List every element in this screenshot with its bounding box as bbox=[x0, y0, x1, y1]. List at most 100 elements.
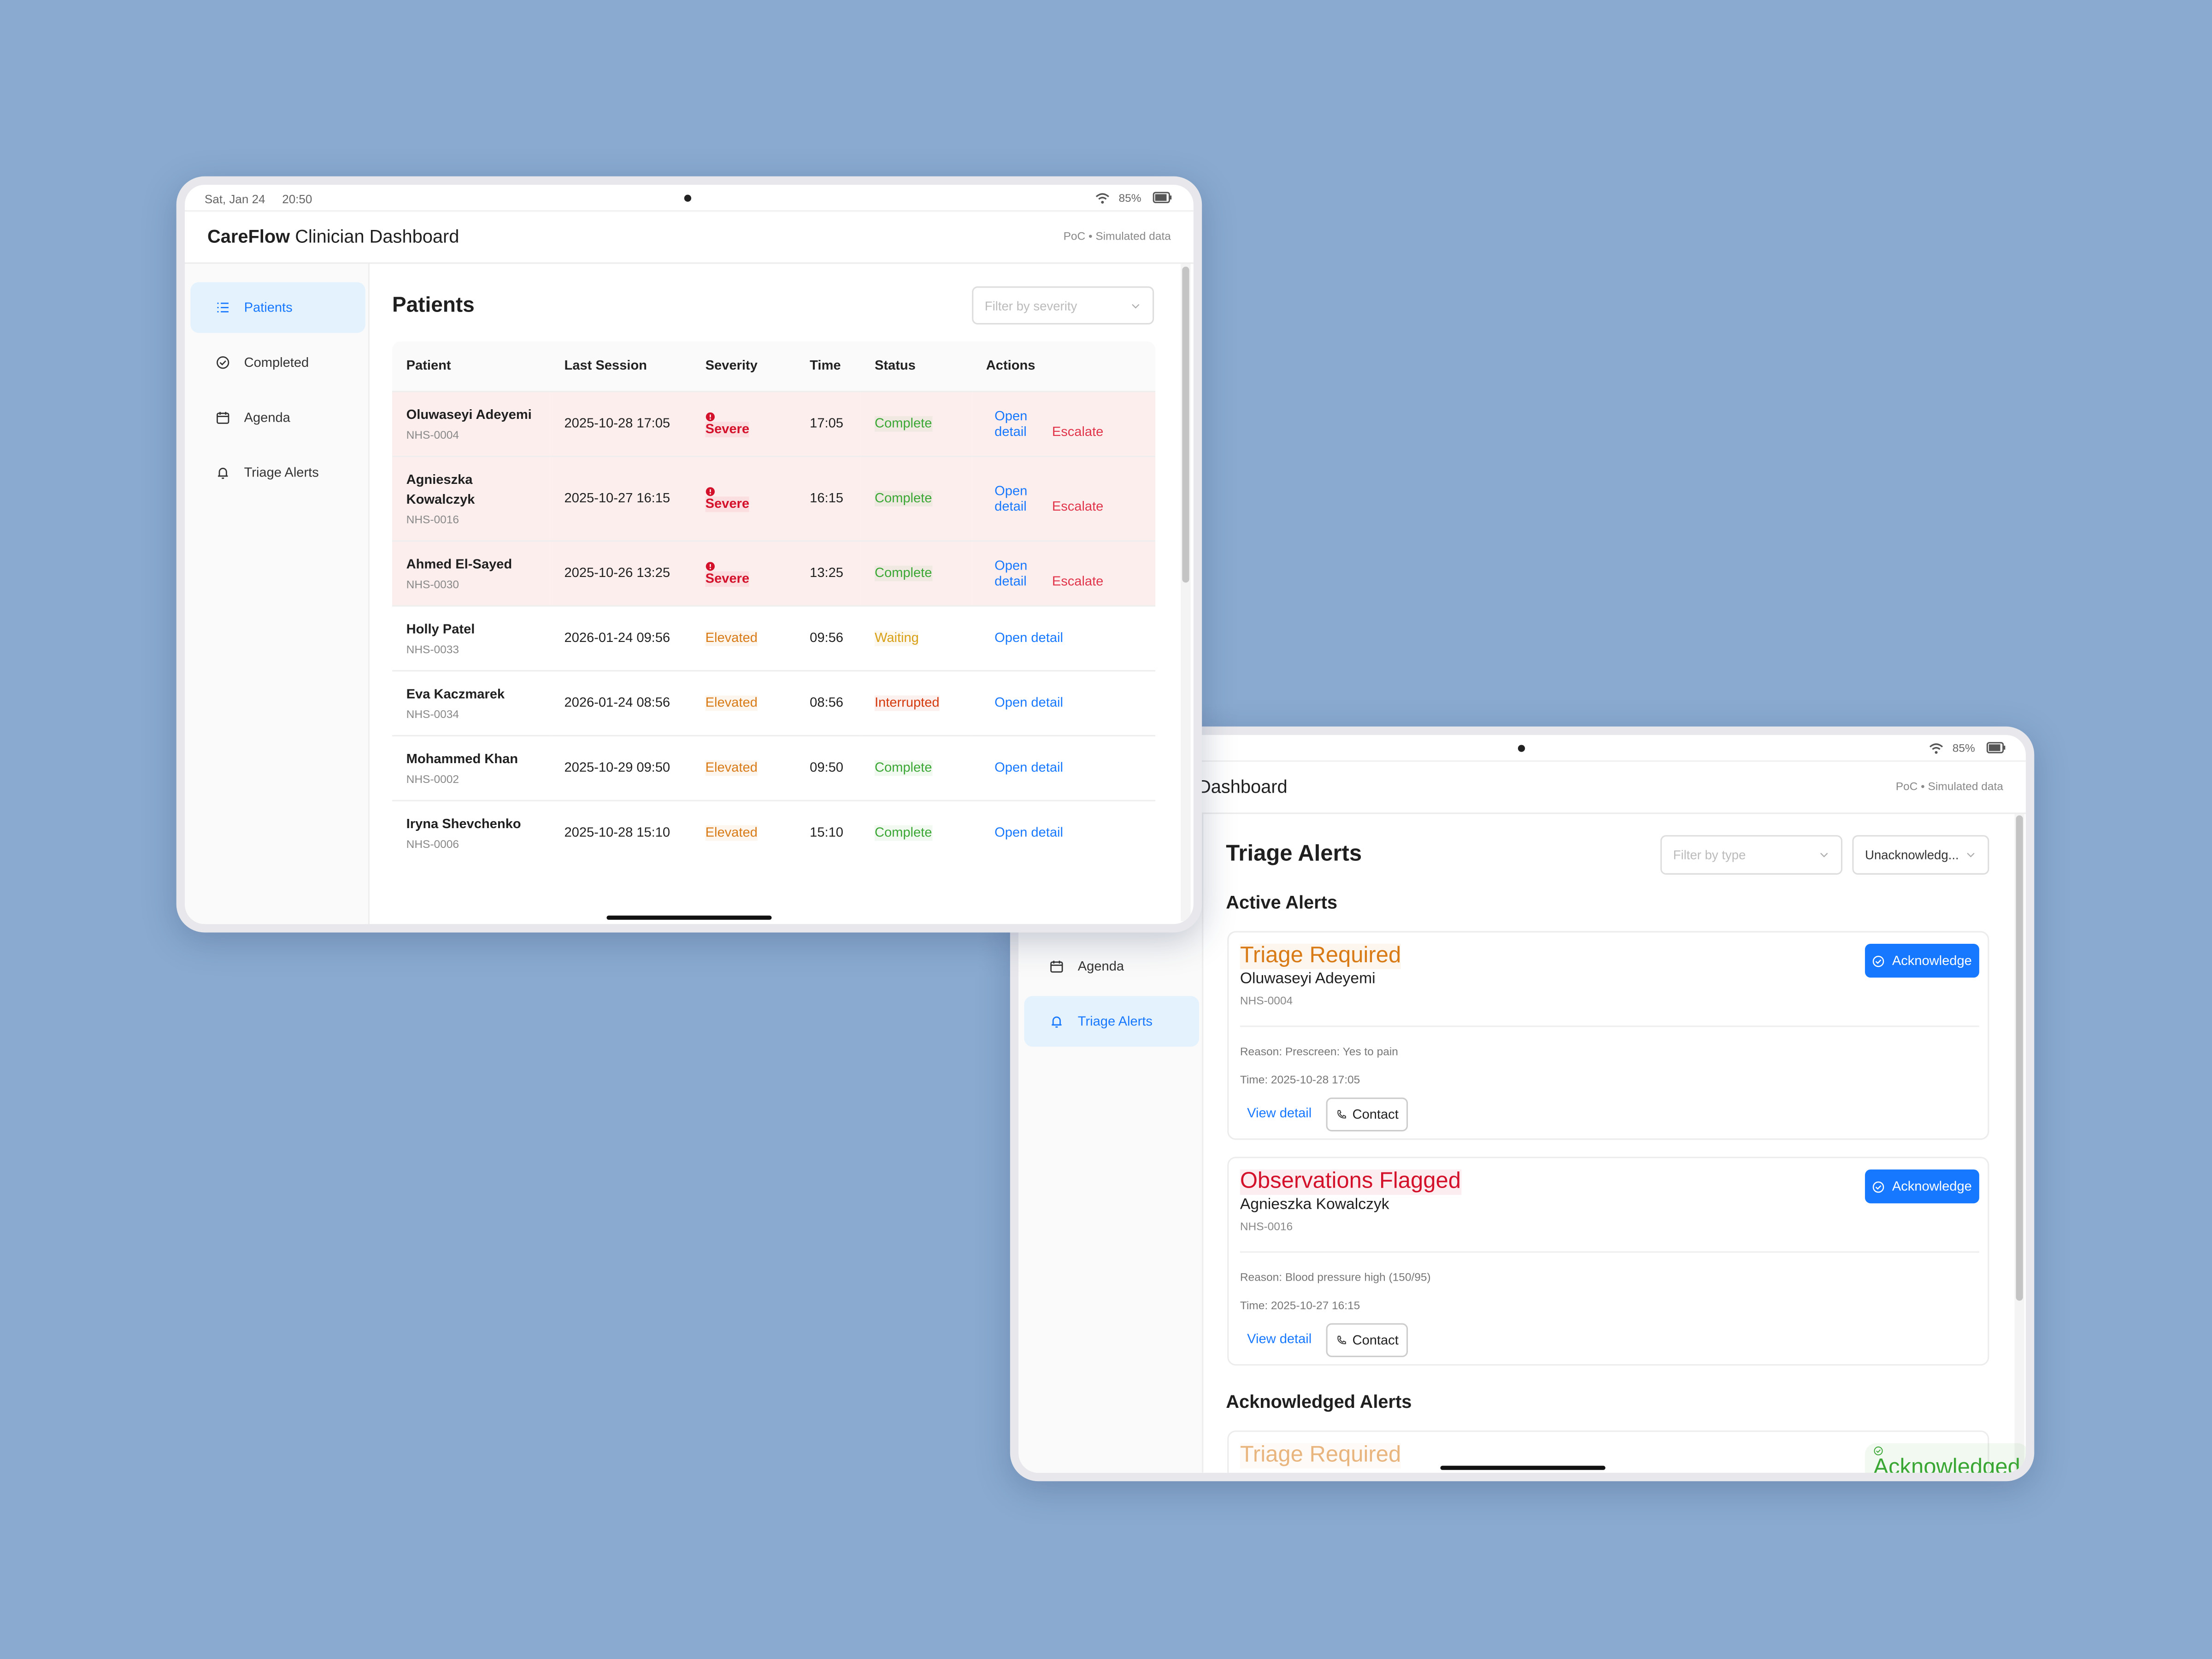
status: Complete bbox=[874, 491, 932, 506]
view-detail[interactable]: View detail bbox=[1247, 1331, 1312, 1347]
patient-id: NHS-0004 bbox=[406, 429, 459, 442]
patient-row: Eva Kaczmarek NHS-0034 2026-01-24 08:56 Ele… bbox=[392, 670, 1156, 736]
cell: Open detail bbox=[972, 605, 1156, 671]
nav-label: Patients bbox=[244, 300, 293, 316]
patient-name: Oluwaseyi Adeyemi bbox=[406, 407, 532, 424]
icon bbox=[706, 411, 782, 421]
icon-svg bbox=[1153, 192, 1172, 203]
alert-card: Triage Required Acknowledged bbox=[1227, 1430, 2026, 1473]
alert-card: Observations Flagged Agnieszka Kowalczyk N… bbox=[1227, 1157, 1989, 1366]
alert-time: Time: 2025-10-27 16:15 bbox=[1240, 1299, 1360, 1312]
filter-select[interactable]: Filter by type bbox=[1660, 835, 1842, 875]
acknowledge-button[interactable]: Acknowledge bbox=[1865, 1169, 1979, 1204]
icon-svg bbox=[1873, 1181, 1884, 1192]
battery-level: 85% bbox=[1118, 192, 1141, 205]
patient-row: Iryna Shevchenko NHS-0006 2025-10-28 15:10… bbox=[392, 800, 1156, 865]
icon bbox=[1335, 1335, 1347, 1346]
severity: Elevated bbox=[705, 760, 758, 776]
header-note: PoC • Simulated data bbox=[1063, 229, 1171, 243]
patient-name: Iryna Shevchenko bbox=[406, 817, 521, 833]
table-body: Oluwaseyi Adeyemi NHS-0004 2025-10-28 17:0… bbox=[392, 390, 1156, 865]
filter-value: Unacknowledg... bbox=[1865, 847, 1959, 862]
icon-svg bbox=[1874, 1446, 1883, 1456]
alert-tag: Triage Required bbox=[1240, 1443, 1401, 1467]
icon-svg bbox=[217, 356, 229, 369]
time: 16:15 bbox=[795, 455, 861, 541]
cell: Severe bbox=[691, 540, 796, 606]
last-session: 2025-10-28 17:05 bbox=[550, 390, 691, 457]
icon-svg bbox=[1337, 1335, 1346, 1344]
nav-item[interactable]: Agenda bbox=[1024, 941, 1199, 992]
nav-item[interactable]: Completed bbox=[190, 337, 365, 388]
cell: Open detail bbox=[972, 735, 1156, 801]
nav-item[interactable]: Triage Alerts bbox=[1024, 996, 1200, 1047]
scroll-thumb bbox=[2016, 815, 2023, 1301]
time: 17:05 bbox=[795, 390, 861, 457]
cell: Severe bbox=[691, 455, 796, 541]
badge: Severe bbox=[705, 560, 782, 586]
time: 08:56 bbox=[795, 670, 861, 736]
cell: Mohammed Khan NHS-0002 bbox=[392, 735, 550, 801]
column-header: Patient bbox=[392, 341, 550, 392]
icon-svg bbox=[1986, 742, 2006, 753]
acknowledge-button[interactable]: Acknowledge bbox=[1865, 943, 1979, 978]
status: Complete bbox=[874, 565, 932, 582]
cell: Complete bbox=[860, 800, 972, 865]
badge: Complete bbox=[874, 565, 932, 582]
patient-name: Ahmed El-Sayed bbox=[406, 557, 512, 573]
contact-button[interactable]: Contact bbox=[1326, 1097, 1408, 1132]
action-link[interactable]: Escalate bbox=[1052, 573, 1104, 589]
icon bbox=[706, 486, 782, 496]
filter-select[interactable]: Filter by severity bbox=[972, 286, 1154, 325]
action-link[interactable]: Escalate bbox=[1052, 499, 1104, 514]
severity: Severe bbox=[705, 571, 750, 586]
cell: Severe bbox=[691, 390, 796, 457]
status: Waiting bbox=[874, 630, 919, 647]
cell: Open detail Escalate bbox=[972, 390, 1156, 457]
action-link[interactable]: Escalate bbox=[1052, 424, 1104, 440]
action-link[interactable]: Open detail bbox=[994, 558, 1028, 589]
header-top-border bbox=[185, 210, 1194, 212]
alert-tag: Observations Flagged bbox=[1240, 1169, 1461, 1194]
action-link[interactable]: Open detail bbox=[994, 760, 1063, 776]
action-link[interactable]: Open detail bbox=[994, 695, 1063, 711]
icon-svg bbox=[1873, 955, 1884, 966]
patient-name: Mohammed Khan bbox=[406, 752, 518, 768]
patients-table: Patient Last Session Severity Time Status Act… bbox=[392, 341, 1156, 865]
status: Complete bbox=[874, 416, 932, 432]
patient-id: NHS-0016 bbox=[406, 513, 459, 526]
action-link[interactable]: Open detail bbox=[994, 408, 1028, 440]
column-header: Time bbox=[795, 341, 861, 392]
icon-svg bbox=[1052, 1016, 1062, 1028]
nav-item[interactable]: Agenda bbox=[190, 392, 365, 443]
action-link[interactable]: Open detail bbox=[994, 825, 1063, 841]
app-title: CareFlow Clinician Dashboard bbox=[207, 226, 459, 247]
patient-row: Ahmed El-Sayed NHS-0030 2025-10-26 13:25 Se… bbox=[392, 540, 1156, 606]
contact-button[interactable]: Contact bbox=[1326, 1323, 1408, 1357]
icon bbox=[1130, 300, 1141, 311]
icon-svg bbox=[1337, 1110, 1346, 1119]
header-row: Patient Last Session Severity Time Status Act… bbox=[392, 341, 1156, 392]
icon bbox=[1050, 1014, 1064, 1029]
icon-svg bbox=[1967, 853, 1975, 858]
action-link[interactable]: Open detail bbox=[994, 483, 1028, 514]
time: 09:56 bbox=[795, 605, 861, 671]
nav-item[interactable]: Patients bbox=[190, 282, 365, 333]
acknowledge-label: Acknowledge bbox=[1892, 953, 1972, 969]
icon-svg bbox=[1050, 960, 1063, 973]
action-link[interactable]: Open detail bbox=[994, 630, 1063, 647]
patient-name: Oluwaseyi Adeyemi bbox=[1240, 971, 1376, 988]
table-wrap: Patient Last Session Severity Time Status Act… bbox=[392, 341, 1156, 912]
cell: Interrupted bbox=[860, 670, 972, 736]
icon bbox=[1965, 849, 1976, 860]
view-detail[interactable]: View detail bbox=[1247, 1106, 1312, 1122]
patient-row: Holly Patel NHS-0033 2026-01-24 09:56 Eleva… bbox=[392, 605, 1156, 671]
patient-id: NHS-0030 bbox=[406, 578, 459, 591]
severity: Elevated bbox=[705, 630, 758, 647]
filter-select[interactable]: Unacknowledg... bbox=[1852, 835, 1989, 875]
header-border bbox=[185, 262, 1194, 264]
cell: Complete bbox=[860, 390, 972, 457]
nav-item[interactable]: Triage Alerts bbox=[190, 447, 365, 498]
column-header: Actions bbox=[972, 341, 1156, 392]
last-session: 2025-10-29 09:50 bbox=[550, 735, 691, 801]
